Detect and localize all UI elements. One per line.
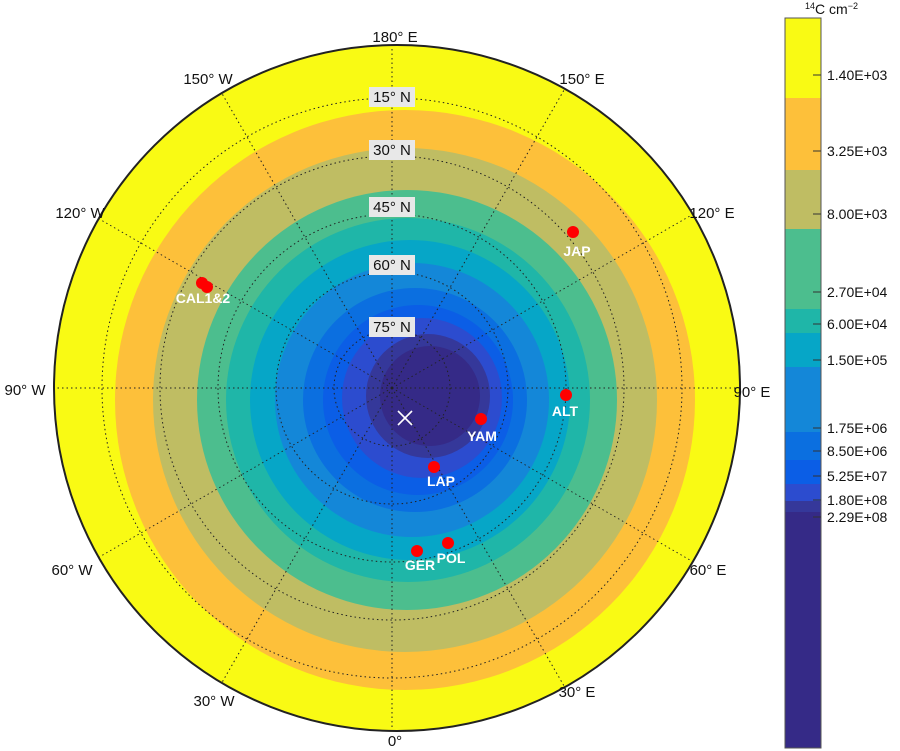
colorbar-tick-label: 1.80E+08: [827, 492, 888, 508]
colorbar-tick-label: 8.50E+06: [827, 443, 888, 459]
colorbar-segment: [785, 229, 821, 309]
meridian-line: [221, 92, 393, 389]
colorbar: 1.40E+03 3.25E+03 8.00E+03 2.70E+04 6.00E+04…: [784, 17, 888, 749]
station-marker: [475, 413, 487, 425]
colorbar-tick-label: 1.75E+06: [827, 420, 888, 436]
colorbar-segment: [785, 309, 821, 333]
colorbar-tick-label: 8.00E+03: [827, 206, 888, 222]
longitude-label: 30° W: [193, 693, 235, 710]
latitude-label-box: [369, 87, 415, 107]
colorbar-tick-label: 1.50E+05: [827, 352, 888, 368]
station-label: GER: [405, 557, 435, 573]
longitude-label: 90° E: [734, 384, 771, 401]
colorbar-segment: [785, 512, 821, 748]
longitude-label: 120° W: [55, 205, 105, 222]
contour-ring: [380, 346, 480, 446]
station-marker: [201, 281, 213, 293]
station-marker: [560, 389, 572, 401]
colorbar-segment: [785, 98, 821, 170]
station-marker: [442, 537, 454, 549]
station-label: YAM: [467, 428, 497, 444]
station-marker: [567, 226, 579, 238]
latitude-label: 60° N: [373, 257, 411, 274]
colorbar-tick-label: 1.40E+03: [827, 67, 888, 83]
colorbar-tick-label: 2.29E+08: [827, 509, 888, 525]
station-marker: [411, 545, 423, 557]
x-icon: [397, 410, 413, 426]
meridian-line: [391, 387, 694, 563]
station-label: ALT: [552, 403, 579, 419]
latitude-circle: [275, 271, 509, 505]
longitude-labels: 180° E 150° E 120° E 90° E 60° E 30° E 0° 30° W…: [4, 29, 770, 750]
meridian-line: [391, 213, 694, 389]
station-label: POL: [437, 550, 466, 566]
longitude-label: 0°: [388, 733, 402, 750]
latitude-label: 45° N: [373, 199, 411, 216]
colorbar-segment: [785, 432, 821, 460]
colorbar-segment: [785, 484, 821, 501]
colorbar-tick-label: 3.25E+03: [827, 143, 888, 159]
colorbar-segment: [785, 501, 821, 512]
longitude-label: 150° E: [559, 71, 604, 88]
colorbar-segment: [785, 460, 821, 484]
latitude-label: 75° N: [373, 319, 411, 336]
station-label: LAP: [427, 473, 455, 489]
colorbar-segment: [785, 18, 821, 98]
latitude-circle: [333, 329, 451, 447]
latitude-circle: [159, 155, 625, 621]
colorbar-title: 14C cm−2: [805, 1, 858, 17]
latitude-label-box: [369, 197, 415, 217]
station-label: CAL1&2: [176, 290, 231, 306]
meridian-line: [221, 387, 393, 684]
colorbar-segment: [785, 367, 821, 432]
colorbar-tick-label: 5.25E+07: [827, 468, 888, 484]
colorbar-frame: [784, 17, 822, 749]
latitude-label: 15° N: [373, 89, 411, 106]
latitude-label-box: [369, 140, 415, 160]
colorbar-tick-label: 2.70E+04: [827, 284, 888, 300]
colorbar-tick-label: 6.00E+04: [827, 316, 888, 332]
station-label: JAP: [563, 243, 590, 259]
colorbar-segment: [785, 170, 821, 229]
longitude-label: 90° W: [4, 382, 46, 399]
latitude-label: 30° N: [373, 142, 411, 159]
latitude-label-box: [369, 255, 415, 275]
longitude-label: 120° E: [689, 205, 734, 222]
longitude-label: 60° E: [690, 562, 727, 579]
latitude-circle: [101, 97, 683, 679]
latitude-label-box: [369, 317, 415, 337]
colorbar-segment: [785, 333, 821, 367]
map-border: [53, 44, 741, 732]
station-marker: [428, 461, 440, 473]
longitude-label: 30° E: [559, 684, 596, 701]
longitude-label: 180° E: [372, 29, 417, 46]
latitude-labels: 15° N 30° N 45° N 60° N 75° N: [369, 87, 415, 337]
longitude-label: 150° W: [183, 71, 233, 88]
longitude-label: 60° W: [51, 562, 93, 579]
